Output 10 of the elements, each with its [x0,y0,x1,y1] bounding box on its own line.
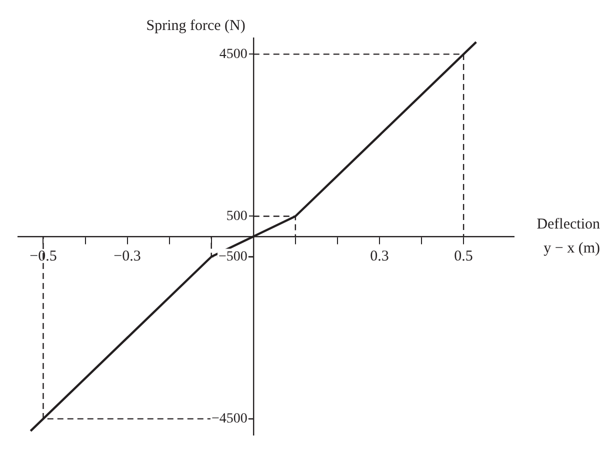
x-tick-label: −0.5 [30,248,57,264]
x-tick-label: −0.3 [114,248,141,264]
x-tick-label: 0.3 [370,248,389,264]
x-axis-title: Deflection y − x (m) [536,216,600,256]
y-tick-label: −4500 [211,411,248,426]
x-tick-label: 0.5 [454,248,473,264]
y-tick-label: 4500 [219,46,248,62]
y-axis-title: Spring force (N) [146,18,246,34]
y-tick-label: −500 [218,249,248,264]
y-tick-label: 500 [226,208,248,224]
